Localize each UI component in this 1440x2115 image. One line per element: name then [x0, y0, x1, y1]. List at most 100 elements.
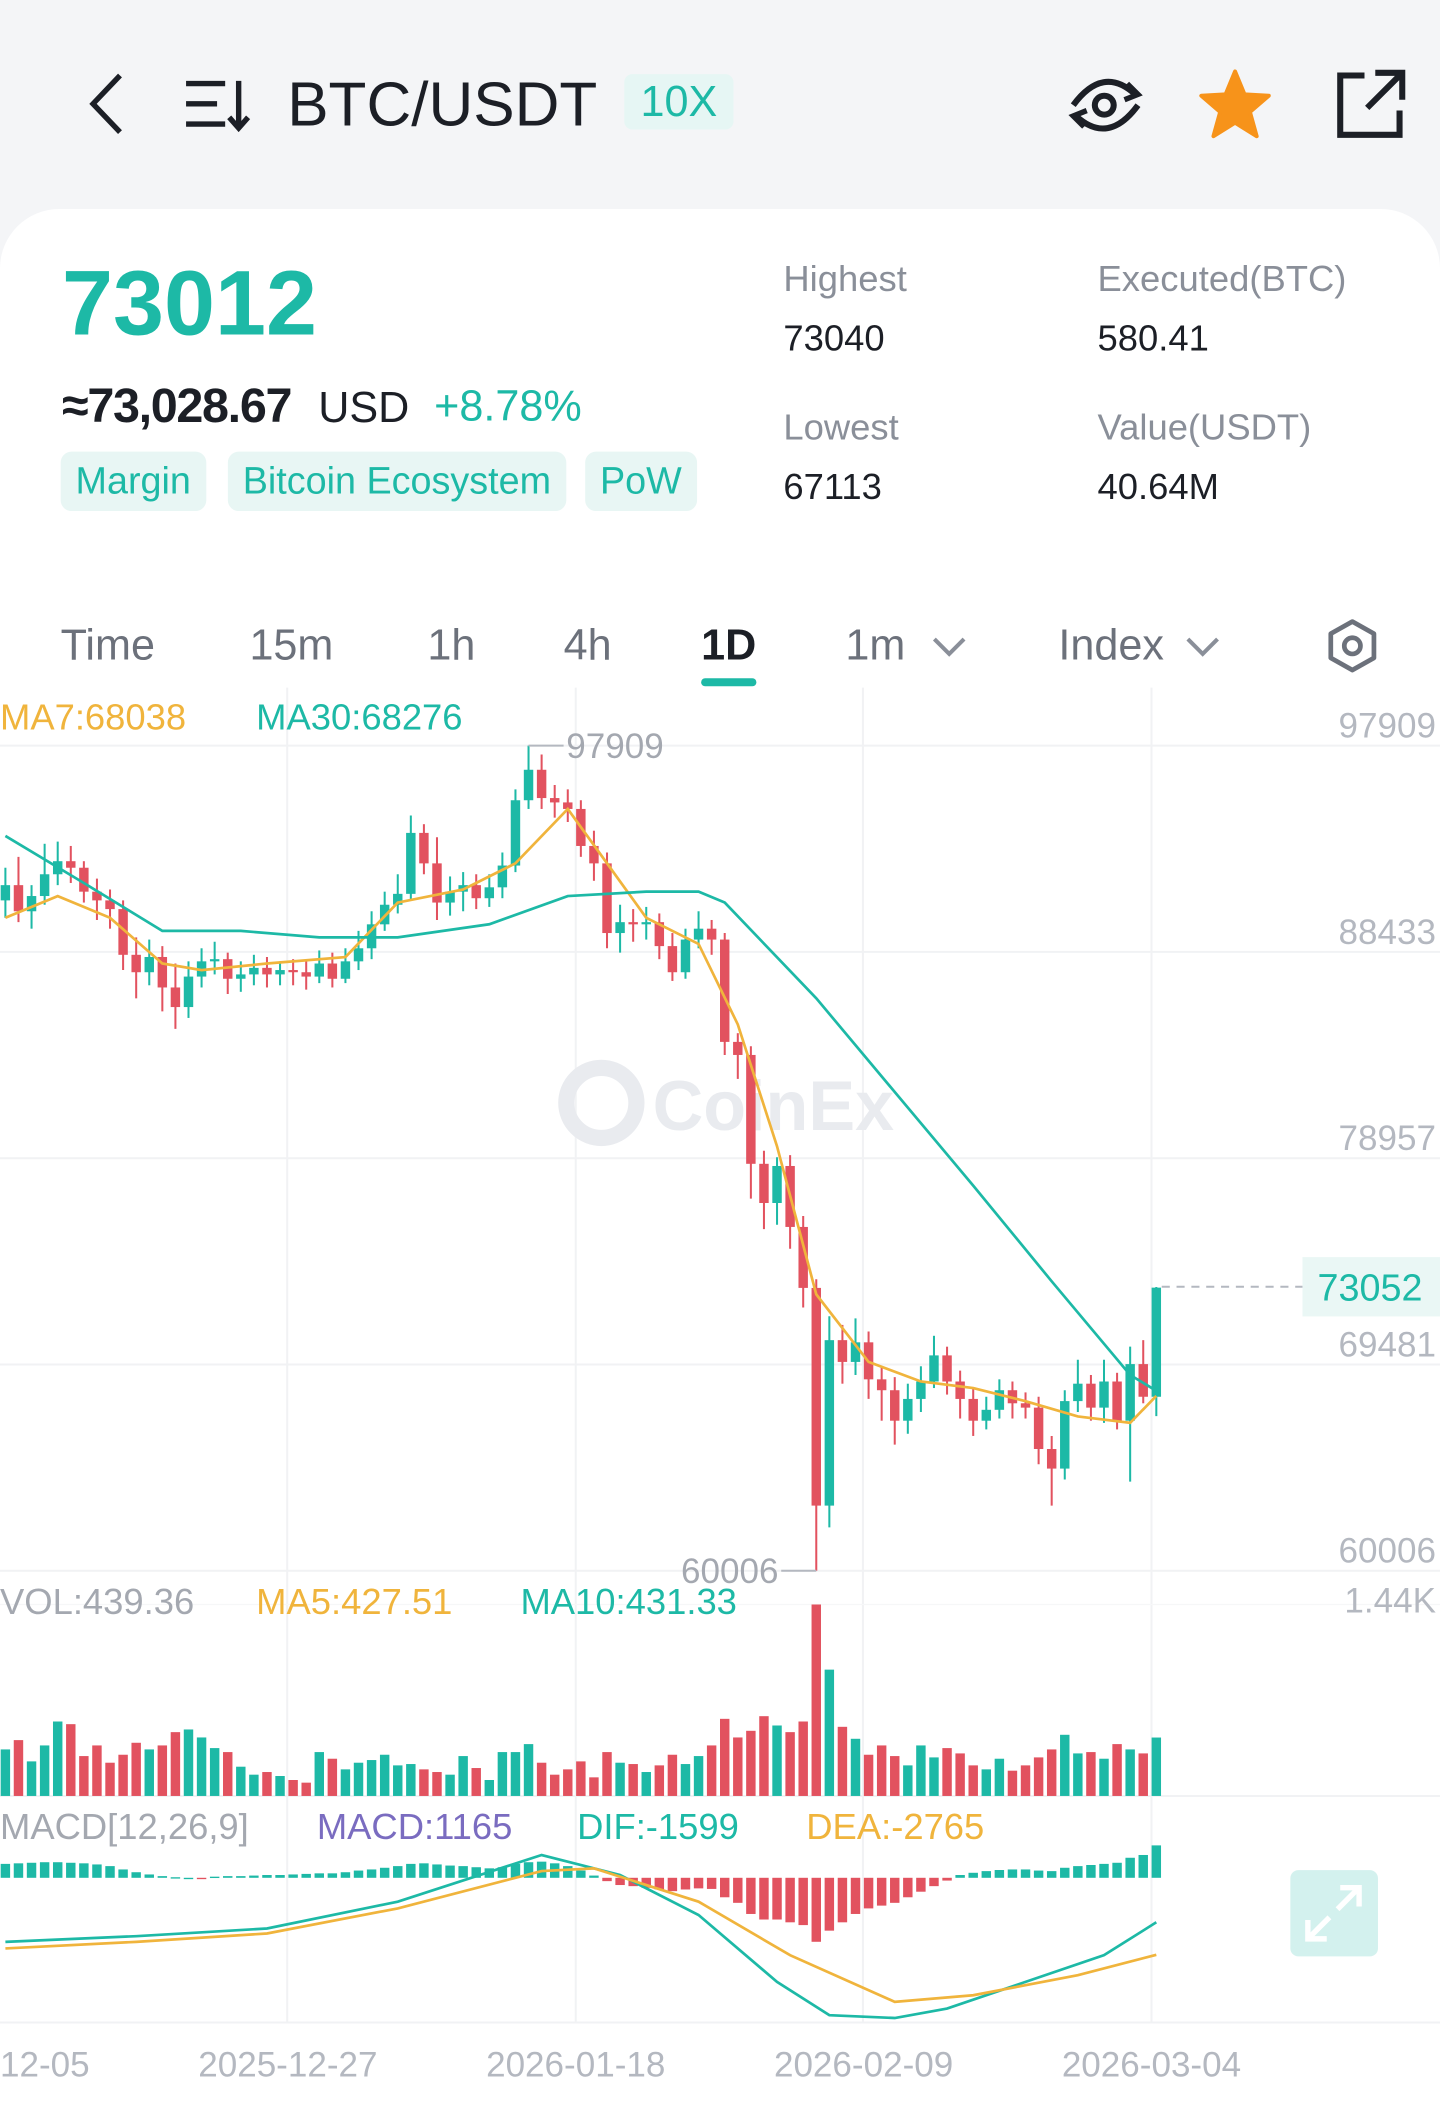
volume-bar — [170, 1732, 181, 1796]
tab[interactable]: 4h — [563, 620, 612, 669]
candle-body — [79, 867, 89, 892]
candle-body — [262, 967, 272, 975]
volume-bar — [262, 1772, 272, 1796]
candle-body — [667, 946, 678, 973]
macd-bar — [759, 1877, 769, 1920]
candle-body — [720, 939, 730, 1042]
macd-bar — [209, 1876, 220, 1879]
volume-bar — [1060, 1734, 1070, 1796]
stat-label: Value(USDT) — [1097, 407, 1312, 448]
volume-bar — [393, 1765, 403, 1796]
tab[interactable]: 15m — [249, 620, 334, 669]
stat-label: Lowest — [783, 407, 899, 448]
volume-bar — [105, 1762, 115, 1796]
volume-bar — [66, 1724, 76, 1796]
candle-body — [170, 987, 181, 1008]
tab[interactable]: 1m — [845, 620, 906, 669]
tag[interactable]: PoW — [585, 451, 697, 512]
volume-bar — [903, 1765, 913, 1796]
macd-bar — [916, 1877, 926, 1892]
dropdown-icon — [1186, 637, 1219, 657]
volume-bar — [772, 1725, 782, 1796]
volume-bar — [249, 1774, 259, 1796]
macd-bar — [327, 1873, 338, 1878]
macd-bar — [144, 1874, 154, 1878]
macd-bar — [785, 1877, 795, 1923]
max-label: 97909 — [566, 727, 663, 766]
last-price: 73012 — [62, 252, 317, 355]
tag[interactable]: Margin — [60, 451, 206, 512]
volume-bar — [510, 1752, 521, 1796]
volume-bar — [549, 1774, 560, 1796]
volume-bar — [471, 1768, 481, 1796]
volume-bar — [366, 1760, 377, 1796]
legend-label: DIF:-1599 — [577, 1806, 739, 1847]
candle-body — [772, 1165, 782, 1203]
volume-bar — [497, 1752, 508, 1796]
candle-body — [0, 885, 11, 901]
volume-bar — [942, 1748, 952, 1796]
y-tick-label: 1.44K — [1344, 1582, 1436, 1621]
macd-bar — [824, 1877, 835, 1931]
candle-body — [1151, 1287, 1162, 1397]
volume-bar — [824, 1669, 835, 1796]
candle-body — [1138, 1364, 1148, 1397]
watermark-logo — [558, 1059, 645, 1147]
macd-bar — [497, 1867, 508, 1878]
volume-bar — [52, 1721, 63, 1796]
volume-bar — [445, 1774, 455, 1796]
macd-bar — [288, 1874, 298, 1878]
change: +8.78% — [434, 381, 582, 431]
candle-body — [1112, 1381, 1122, 1421]
candle-body — [654, 922, 665, 947]
candle-body — [510, 800, 521, 866]
macd-bar — [981, 1871, 992, 1878]
macd-bar — [340, 1872, 351, 1878]
candle-body — [39, 874, 50, 897]
volume-bar — [615, 1762, 625, 1796]
volume-bar — [1073, 1753, 1083, 1796]
menu-button[interactable] — [182, 78, 252, 133]
macd-bar — [968, 1872, 978, 1878]
volume-bar — [223, 1752, 233, 1796]
macd-bar — [641, 1877, 651, 1888]
tab[interactable]: Time — [60, 620, 155, 669]
macd-bar — [79, 1863, 89, 1878]
tag[interactable]: Bitcoin Ecosystem — [227, 451, 566, 512]
macd-bar — [13, 1863, 24, 1878]
candle-body — [746, 1054, 756, 1164]
tab[interactable]: Index — [1058, 620, 1164, 669]
tab-active[interactable]: 1D — [701, 620, 757, 669]
macd-bar — [798, 1877, 808, 1926]
legend-label: VOL:439.36 — [0, 1581, 194, 1622]
macd-bar — [602, 1877, 612, 1882]
stat-label: Executed(BTC) — [1097, 258, 1347, 300]
macd-bar — [366, 1869, 377, 1878]
volume-bar — [0, 1749, 11, 1796]
macd-bar — [942, 1877, 952, 1881]
leverage-badge: 10X — [624, 74, 734, 130]
watch-button[interactable] — [1065, 67, 1146, 143]
candle-body — [484, 887, 495, 899]
candle-body — [497, 865, 508, 888]
ma-line — [4, 834, 1158, 1392]
volume-bar — [955, 1753, 965, 1796]
settings-button[interactable] — [1324, 618, 1381, 675]
expand-button[interactable] — [1290, 1870, 1378, 1957]
back-button[interactable] — [74, 67, 141, 140]
share-button[interactable] — [1332, 67, 1408, 143]
macd-bar — [1046, 1871, 1057, 1878]
volume-bar — [39, 1745, 50, 1796]
stat-label: Highest — [783, 258, 907, 300]
candle-body — [536, 769, 547, 799]
macd-bar — [262, 1875, 272, 1878]
favorite-button[interactable] — [1197, 67, 1273, 143]
volume-bar — [654, 1765, 665, 1796]
volume-bar — [26, 1761, 37, 1796]
volume-bar — [1046, 1749, 1057, 1796]
volume-bar — [301, 1782, 311, 1796]
volume-bar — [916, 1745, 926, 1796]
candle-body — [1060, 1401, 1070, 1469]
tab[interactable]: 1h — [427, 620, 476, 669]
